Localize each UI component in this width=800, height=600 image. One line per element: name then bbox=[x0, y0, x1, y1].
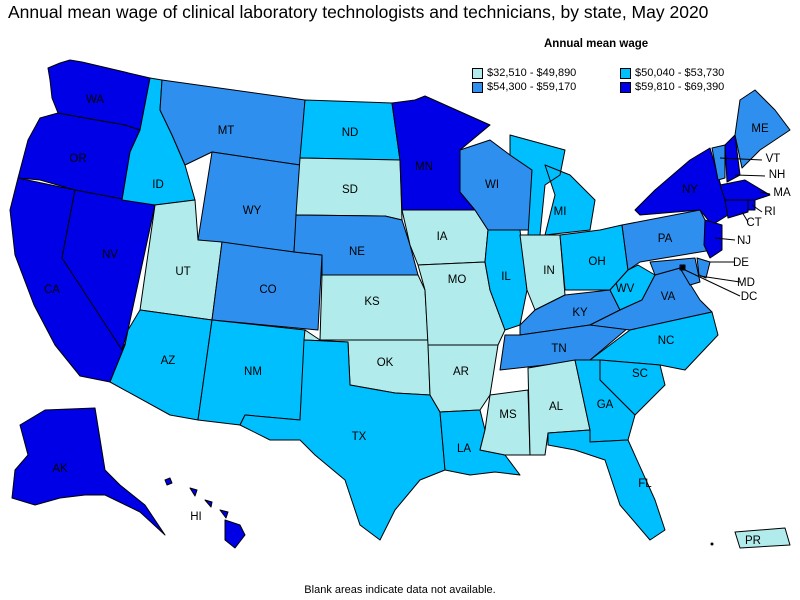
state-me[interactable] bbox=[734, 89, 791, 169]
footnote: Blank areas indicate data not available. bbox=[304, 584, 496, 596]
state-label-nj: NJ bbox=[737, 235, 751, 247]
state-hi[interactable] bbox=[164, 477, 246, 549]
state-label-mt: MT bbox=[218, 125, 235, 137]
state-co[interactable] bbox=[211, 241, 323, 331]
legend-swatch-3 bbox=[472, 81, 483, 93]
state-label-wv: WV bbox=[616, 283, 635, 295]
legend-swatch-4 bbox=[620, 81, 631, 93]
state-label-il: IL bbox=[501, 271, 511, 283]
state-label-ma: MA bbox=[773, 187, 791, 199]
legend-item-4: $59,810 - $69,390 bbox=[620, 81, 724, 93]
state-label-or: OR bbox=[69, 153, 86, 165]
legend-swatch-2 bbox=[620, 67, 631, 79]
state-tx[interactable] bbox=[239, 339, 446, 541]
state-label-nm: NM bbox=[244, 366, 262, 378]
state-label-la: LA bbox=[457, 443, 471, 455]
state-label-md: MD bbox=[737, 277, 755, 289]
state-mt[interactable] bbox=[159, 79, 306, 166]
legend-item-3: $54,300 - $59,170 bbox=[472, 81, 576, 93]
state-ma[interactable] bbox=[719, 179, 771, 201]
state-label-wy: WY bbox=[243, 205, 262, 217]
state-label-dc: DC bbox=[741, 291, 758, 303]
legend-label-4: $59,810 - $69,390 bbox=[635, 81, 725, 93]
state-label-ms: MS bbox=[499, 409, 517, 421]
state-label-ct: CT bbox=[746, 217, 761, 229]
state-ri[interactable] bbox=[747, 199, 756, 211]
state-fl[interactable] bbox=[547, 429, 666, 541]
leader-lines bbox=[684, 157, 771, 297]
state-label-nv: NV bbox=[102, 249, 118, 261]
state-label-hi: HI bbox=[190, 511, 202, 523]
state-label-ks: KS bbox=[364, 296, 380, 308]
state-label-az: AZ bbox=[161, 355, 176, 367]
state-label-va: VA bbox=[661, 291, 676, 303]
state-ms[interactable] bbox=[479, 389, 531, 456]
legend-label-3: $54,300 - $59,170 bbox=[487, 81, 577, 93]
state-label-ak: AK bbox=[52, 463, 68, 475]
state-label-tn: TN bbox=[551, 343, 566, 355]
state-label-nd: ND bbox=[342, 127, 359, 139]
state-label-ok: OK bbox=[377, 357, 394, 369]
state-label-me: ME bbox=[751, 123, 769, 135]
state-ar[interactable] bbox=[427, 344, 499, 413]
legend-swatch-1 bbox=[472, 67, 483, 79]
state-label-ar: AR bbox=[453, 366, 469, 378]
state-label-sc: SC bbox=[632, 368, 648, 380]
state-de[interactable] bbox=[696, 257, 711, 279]
state-label-pa: PA bbox=[658, 233, 673, 245]
state-label-fl: FL bbox=[638, 478, 652, 490]
state-label-tx: TX bbox=[352, 431, 367, 443]
state-label-ca: CA bbox=[44, 284, 60, 296]
state-label-al: AL bbox=[549, 401, 564, 413]
state-label-sd: SD bbox=[342, 184, 358, 196]
state-label-mo: MO bbox=[448, 274, 467, 286]
state-label-ne: NE bbox=[349, 246, 365, 258]
state-label-nc: NC bbox=[658, 335, 675, 347]
state-label-pr: PR bbox=[745, 535, 761, 547]
state-label-wa: WA bbox=[86, 94, 104, 106]
state-label-de: DE bbox=[733, 257, 749, 269]
state-label-vt: VT bbox=[766, 153, 781, 165]
pr-island-dot bbox=[710, 542, 714, 546]
state-labels: WA OR CA NV ID MT WY UT CO AZ NM ND SD NE KS OK TX MN IA MO… bbox=[44, 94, 791, 547]
state-pr[interactable] bbox=[734, 527, 791, 549]
state-label-ky: KY bbox=[572, 307, 588, 319]
state-nj[interactable] bbox=[703, 219, 723, 259]
state-label-co: CO bbox=[259, 284, 276, 296]
map-title: Annual mean wage of clinical laboratory … bbox=[8, 2, 709, 22]
state-label-in: IN bbox=[543, 265, 555, 277]
state-label-ny: NY bbox=[682, 184, 698, 196]
dc-marker bbox=[680, 265, 686, 271]
state-md[interactable] bbox=[649, 257, 701, 286]
legend-item-2: $50,040 - $53,730 bbox=[620, 67, 724, 79]
legend-label-2: $50,040 - $53,730 bbox=[635, 67, 725, 79]
state-ak[interactable] bbox=[11, 407, 166, 536]
state-label-nh: NH bbox=[769, 169, 786, 181]
state-la[interactable] bbox=[439, 409, 521, 476]
legend-label-1: $32,510 - $49,890 bbox=[487, 67, 577, 79]
state-va[interactable] bbox=[589, 267, 713, 331]
state-label-ri: RI bbox=[764, 206, 776, 218]
state-label-oh: OH bbox=[588, 256, 605, 268]
state-wy[interactable] bbox=[197, 151, 301, 253]
state-vt[interactable] bbox=[711, 144, 726, 181]
state-label-wi: WI bbox=[485, 179, 499, 191]
state-label-id: ID bbox=[152, 179, 164, 191]
state-label-mn: MN bbox=[415, 161, 433, 173]
state-label-ut: UT bbox=[175, 266, 190, 278]
state-label-mi: MI bbox=[554, 206, 567, 218]
legend-title: Annual mean wage bbox=[544, 38, 649, 50]
state-label-ia: IA bbox=[437, 231, 448, 243]
state-label-ga: GA bbox=[597, 399, 614, 411]
legend-item-1: $32,510 - $49,890 bbox=[472, 67, 576, 79]
state-ct[interactable] bbox=[724, 199, 749, 219]
